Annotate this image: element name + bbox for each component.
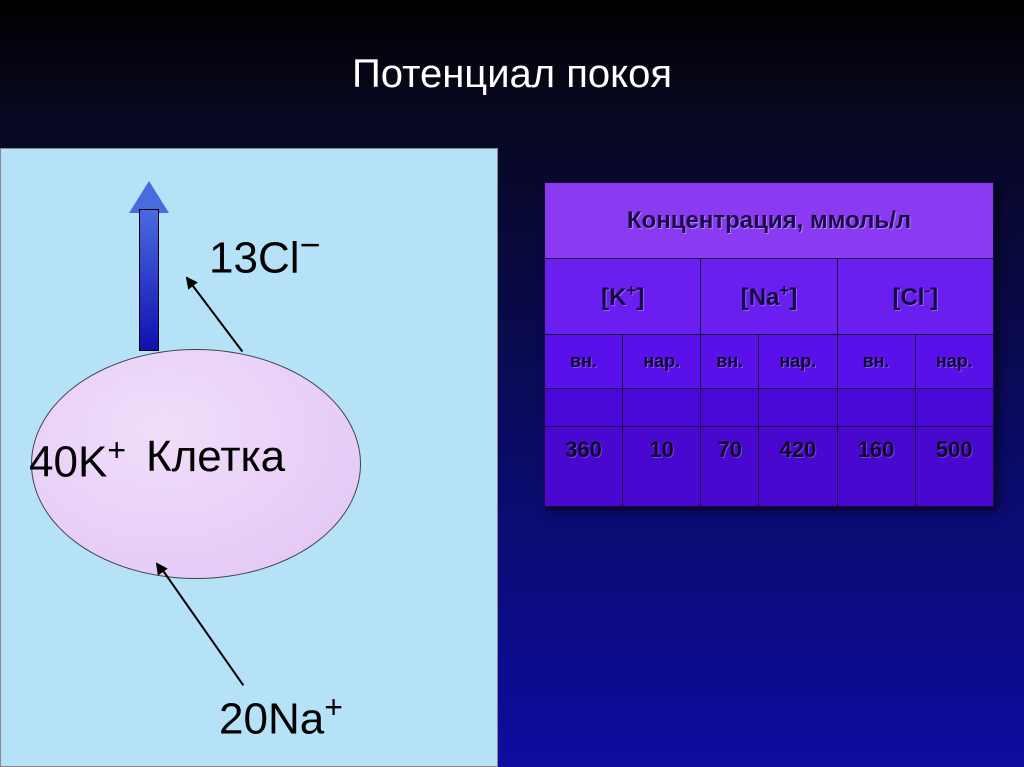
concentration-table: Концентрация, ммоль/л [K+] [Na+] [Cl-] в… [544,182,994,507]
table-header: Концентрация, ммоль/л [545,183,994,259]
table-row: вн. нар. вн. нар. вн. нар. [545,335,994,389]
ion-cell-na: [Na+] [701,259,837,335]
table-row: 360 10 70 420 160 500 [545,427,994,507]
cell-label: Клетка [146,432,285,482]
ion-cell-cl: [Cl-] [837,259,993,335]
val-cell: 360 [545,427,623,507]
subhdr-out: нар. [623,335,701,389]
val-cell: 420 [759,427,837,507]
subhdr-in: вн. [701,335,759,389]
val-cell: 70 [701,427,759,507]
subhdr-in: вн. [545,335,623,389]
table-row: [K+] [Na+] [Cl-] [545,259,994,335]
label-na-ion: 20Na+ [219,689,343,745]
subhdr-in: вн. [837,335,915,389]
val-cell: 10 [623,427,701,507]
slide-title: Потенциал покоя [0,52,1024,97]
pointer-line-na [159,566,244,686]
cell-diagram-panel: 13Cl− 40K+ Клетка 20Na+ [0,148,498,767]
label-cl-ion: 13Cl− [209,224,321,284]
table-row [545,389,994,427]
subhdr-out: нар. [759,335,837,389]
val-cell: 160 [837,427,915,507]
val-cell: 500 [915,427,993,507]
subhdr-out: нар. [915,335,993,389]
ion-cell-k: [K+] [545,259,701,335]
label-k-ion: 40K+ [29,432,126,488]
